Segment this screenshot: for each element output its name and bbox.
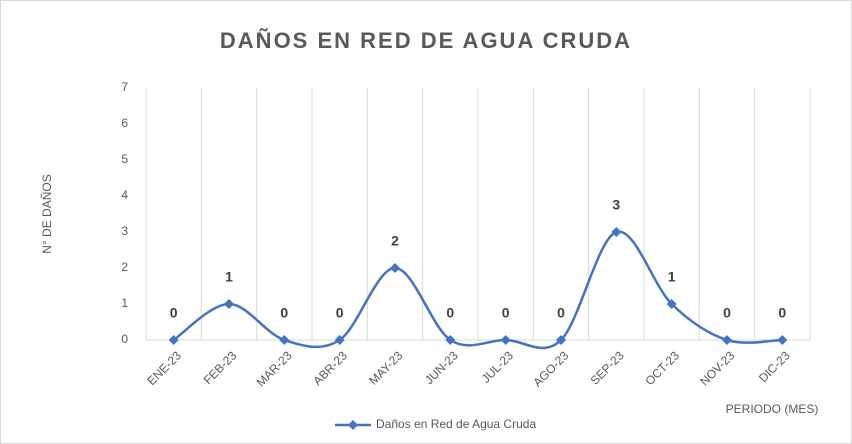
point-marker bbox=[390, 263, 400, 273]
y-tick-label: 7 bbox=[121, 80, 128, 94]
data-label: 0 bbox=[723, 305, 731, 321]
data-label: 2 bbox=[391, 233, 399, 249]
point-marker bbox=[445, 335, 456, 345]
x-axis-label: PERIODO (MES) bbox=[726, 402, 819, 416]
data-label: 0 bbox=[446, 305, 454, 321]
point-marker bbox=[722, 335, 732, 345]
y-axis-label: N° DE DAÑOS bbox=[40, 174, 54, 253]
data-label: 0 bbox=[778, 305, 786, 321]
y-tick-label: 3 bbox=[121, 224, 128, 238]
y-tick-label: 5 bbox=[121, 152, 128, 166]
point-marker bbox=[168, 335, 179, 345]
data-label: 0 bbox=[557, 305, 565, 321]
point-marker bbox=[556, 335, 566, 345]
data-label: 3 bbox=[612, 197, 620, 213]
legend-marker bbox=[348, 420, 358, 430]
y-tick-label: 0 bbox=[121, 332, 128, 346]
data-label: 1 bbox=[225, 269, 233, 285]
y-tick-label: 4 bbox=[121, 188, 128, 202]
y-tick-label: 6 bbox=[121, 116, 128, 130]
data-label: 0 bbox=[280, 305, 288, 321]
data-label: 0 bbox=[170, 305, 178, 321]
point-marker bbox=[334, 335, 345, 345]
point-marker bbox=[777, 335, 788, 345]
data-label: 1 bbox=[668, 269, 676, 285]
point-marker bbox=[666, 299, 677, 309]
data-label: 0 bbox=[336, 305, 344, 321]
chart-title: DAÑOS EN RED DE AGUA CRUDA bbox=[220, 28, 632, 53]
point-marker bbox=[500, 335, 511, 345]
data-label: 0 bbox=[502, 305, 510, 321]
point-marker bbox=[279, 335, 290, 345]
y-tick-label: 2 bbox=[121, 260, 128, 274]
point-marker bbox=[611, 227, 622, 237]
y-tick-label: 1 bbox=[121, 296, 128, 310]
point-marker bbox=[224, 299, 234, 309]
legend-label: Daños en Red de Agua Cruda bbox=[376, 417, 536, 431]
